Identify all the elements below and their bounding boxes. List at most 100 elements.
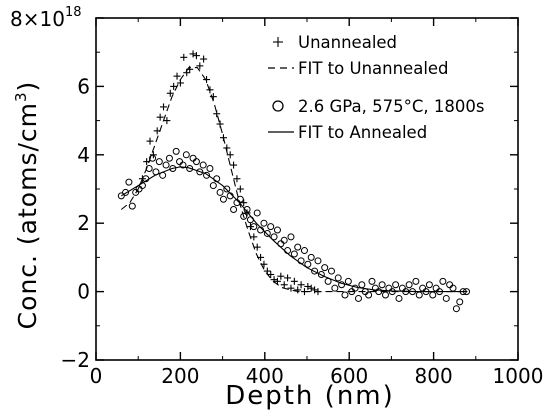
unannealed-point: [206, 86, 214, 94]
unannealed-point: [290, 277, 298, 285]
annealed-point: [459, 288, 467, 296]
unannealed-point: [166, 89, 174, 97]
y-tick-label: 2: [77, 211, 90, 235]
annealed-point: [284, 247, 292, 255]
unannealed-point: [250, 233, 258, 241]
annealed-point: [307, 253, 315, 261]
legend-plus-marker: [273, 37, 283, 47]
annealed-point: [219, 195, 227, 203]
unannealed-point: [300, 288, 308, 296]
annealed-point: [260, 219, 268, 227]
x-tick-label: 200: [161, 364, 199, 388]
unannealed-point: [143, 158, 151, 166]
unannealed-point: [203, 76, 211, 84]
annealed-point: [338, 281, 346, 289]
annealed-point: [280, 236, 288, 244]
unannealed-point: [183, 69, 191, 77]
annealed-point: [186, 164, 194, 172]
annealed-point: [415, 291, 423, 299]
annealed-point: [125, 178, 133, 186]
annealed-point: [172, 147, 180, 155]
annealed-point: [223, 185, 231, 193]
annealed-point: [263, 229, 271, 237]
annealed-point: [270, 233, 278, 241]
annealed-point: [294, 243, 302, 251]
y-top-mantissa: 8×10: [10, 7, 65, 31]
legend-label: 2.6 GPa, 575°C, 1800s: [298, 97, 484, 116]
annealed-point: [358, 281, 366, 289]
annealed-point: [436, 288, 444, 296]
annealed-point: [341, 291, 349, 299]
unannealed-point: [209, 93, 217, 101]
unannealed-point: [257, 253, 265, 261]
annealed-point: [199, 161, 207, 169]
x-tick-label: 1000: [493, 364, 544, 388]
x-axis-label: Depth (nm): [225, 381, 395, 411]
annealed-point: [152, 168, 160, 176]
annealed-point: [145, 164, 153, 172]
unannealed-point: [219, 134, 227, 142]
annealed-point: [381, 291, 389, 299]
legend-label: FIT to Unannealed: [298, 59, 449, 78]
unannealed-point: [307, 284, 315, 292]
annealed-point: [334, 274, 342, 282]
annealed-point: [246, 216, 254, 224]
x-tick-label: 800: [415, 364, 453, 388]
legend-label: FIT to Annealed: [298, 123, 427, 142]
unannealed-point: [173, 72, 181, 80]
unannealed-point: [297, 281, 305, 289]
annealed-point: [365, 291, 373, 299]
annealed-point: [267, 223, 275, 231]
annealed-point: [182, 151, 190, 159]
annealed-point: [277, 240, 285, 248]
annealed-point: [395, 294, 403, 302]
y-tick-label: 0: [77, 280, 90, 304]
annealed-point: [405, 281, 413, 289]
annealed-point: [226, 192, 234, 200]
annealed-point: [432, 284, 440, 292]
y-tick-label: −2: [61, 348, 90, 372]
unannealed-point: [200, 55, 208, 63]
annealed-point: [213, 175, 221, 183]
y-axis-label-main: Conc. (atoms/cm: [13, 102, 42, 329]
annealed-point: [463, 288, 471, 296]
annealed-point: [300, 247, 308, 255]
annealed-point: [176, 158, 184, 166]
x-tick-label: 600: [330, 364, 368, 388]
annealed-point: [439, 277, 447, 285]
annealed-point: [250, 223, 258, 231]
legend-circle-marker: [272, 100, 284, 112]
annealed-point: [117, 192, 125, 200]
annealed-point: [317, 271, 325, 278]
unannealed-point: [304, 282, 312, 290]
annealed-point: [203, 171, 211, 179]
unannealed-point: [192, 52, 200, 60]
annealed-point: [321, 264, 329, 272]
annealed-point: [196, 168, 204, 176]
annealed-point: [429, 291, 437, 299]
unannealed-point: [196, 62, 204, 70]
annealed-point: [446, 281, 454, 289]
y-axis-label: Conc. (atoms/cm3): [12, 81, 42, 330]
unannealed-point: [240, 199, 248, 207]
plot-marks: [117, 50, 471, 313]
annealed-point: [412, 277, 420, 285]
unannealed-point: [170, 82, 178, 90]
annealed-point: [159, 171, 167, 179]
unannealed-point: [233, 175, 241, 183]
annealed-point: [243, 206, 251, 214]
annealed-point: [297, 257, 305, 265]
annealed-point: [392, 281, 400, 289]
annealed-point: [216, 188, 224, 196]
annealed-point: [142, 175, 150, 183]
unannealed-point: [273, 277, 281, 285]
unannealed-point: [260, 260, 268, 268]
annealed-point: [240, 212, 248, 220]
annealed-point: [162, 161, 170, 169]
annealed-point: [388, 288, 396, 296]
unannealed-point: [149, 151, 157, 159]
annealed-point: [155, 158, 163, 166]
x-tick-label: 0: [90, 364, 103, 388]
